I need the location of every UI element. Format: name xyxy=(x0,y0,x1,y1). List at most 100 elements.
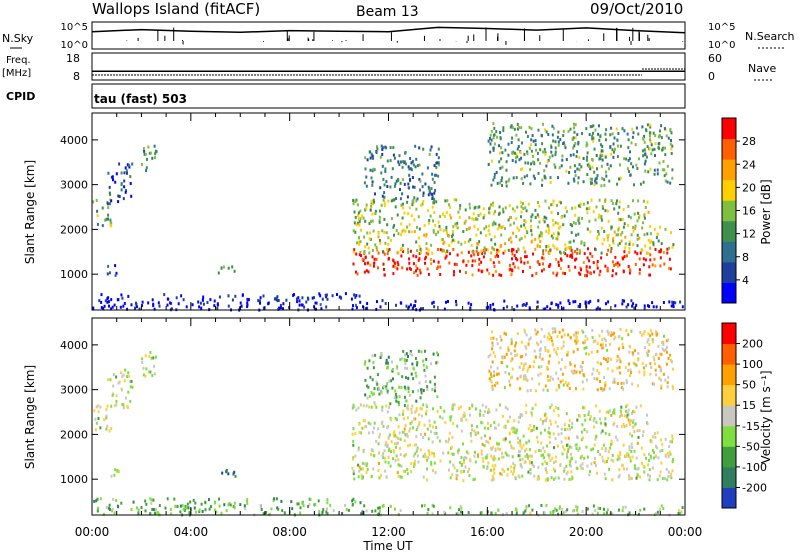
range-cell xyxy=(130,380,133,383)
range-cell xyxy=(666,164,669,168)
range-cell xyxy=(106,202,109,206)
range-cell xyxy=(129,182,132,185)
range-cell xyxy=(412,377,415,381)
range-cell xyxy=(426,467,428,471)
range-cell xyxy=(456,253,459,257)
range-cell xyxy=(433,375,436,379)
range-cell xyxy=(398,154,401,158)
range-cell xyxy=(537,128,540,132)
range-cell xyxy=(352,443,355,447)
range-cell xyxy=(598,409,601,413)
range-cell xyxy=(492,146,495,150)
range-cell xyxy=(123,179,126,183)
range-cell xyxy=(472,212,475,216)
range-cell xyxy=(649,253,652,257)
range-cell xyxy=(97,417,100,420)
range-cell xyxy=(407,212,410,216)
range-cell xyxy=(404,366,407,370)
range-cell xyxy=(504,370,507,374)
range-cell xyxy=(607,332,610,336)
range-cell xyxy=(462,456,465,460)
range-cell xyxy=(460,470,463,474)
range-cell xyxy=(417,236,420,240)
range-cell xyxy=(603,337,606,341)
range-cell xyxy=(646,422,649,426)
range-cell xyxy=(296,300,299,304)
range-cell xyxy=(569,460,572,464)
range-cell xyxy=(386,444,389,448)
range-cell xyxy=(602,206,604,210)
range-cell xyxy=(596,167,598,171)
range-cell xyxy=(523,377,526,381)
range-cell xyxy=(373,168,376,172)
range-cell xyxy=(100,293,103,297)
range-cell xyxy=(438,224,441,228)
range-cell xyxy=(571,224,574,228)
range-cell xyxy=(619,360,622,364)
range-cell xyxy=(634,362,637,366)
range-cell xyxy=(480,420,483,424)
y-tick-label: 1000 xyxy=(60,473,88,486)
range-cell xyxy=(667,470,670,474)
range-cell xyxy=(649,454,652,458)
range-cell xyxy=(392,153,395,157)
range-cell xyxy=(409,351,412,355)
range-cell xyxy=(531,428,534,432)
range-cell xyxy=(627,408,630,412)
power-x-axis xyxy=(91,113,686,310)
range-cell xyxy=(588,473,591,477)
range-cell xyxy=(613,150,615,154)
range-cell xyxy=(519,442,522,446)
range-cell xyxy=(510,240,513,244)
range-cell xyxy=(623,222,626,226)
range-cell xyxy=(537,449,540,452)
range-cell xyxy=(508,379,511,383)
range-cell xyxy=(124,190,127,194)
range-cell xyxy=(481,456,484,460)
range-cell xyxy=(571,206,574,210)
range-cell xyxy=(626,167,629,171)
range-cell xyxy=(581,361,584,364)
colorbar-tick-label: 28 xyxy=(742,135,756,148)
range-cell xyxy=(611,132,614,136)
range-cell xyxy=(428,423,431,427)
range-cell xyxy=(622,269,625,273)
velocity-ylabel: Slant Range [km] xyxy=(23,365,37,469)
range-cell xyxy=(627,204,630,208)
range-cell xyxy=(141,162,143,166)
range-cell xyxy=(592,131,594,135)
range-cell xyxy=(122,403,125,407)
range-cell xyxy=(446,231,448,235)
range-cell xyxy=(99,426,102,430)
range-cell xyxy=(620,386,623,390)
range-cell xyxy=(425,366,428,370)
range-cell xyxy=(594,437,597,441)
range-cell xyxy=(482,216,485,220)
range-cell xyxy=(246,498,249,501)
range-cell xyxy=(649,362,652,366)
x-tick-label: 12:00 xyxy=(371,525,406,539)
range-cell xyxy=(626,403,629,407)
range-cell xyxy=(635,363,638,367)
range-cell xyxy=(411,176,414,179)
range-cell xyxy=(548,435,551,439)
range-cell xyxy=(557,226,560,230)
range-cell xyxy=(566,254,569,258)
range-cell xyxy=(530,138,533,142)
range-cell xyxy=(634,143,637,147)
range-cell xyxy=(539,417,542,421)
range-cell xyxy=(496,135,499,139)
range-cell xyxy=(410,372,413,376)
range-cell xyxy=(623,250,626,254)
range-cell xyxy=(363,181,366,185)
range-cell xyxy=(564,509,567,513)
range-cell xyxy=(595,181,598,185)
range-cell xyxy=(465,263,468,267)
range-cell xyxy=(628,511,631,515)
range-cell xyxy=(563,144,566,148)
noise-line xyxy=(91,26,686,34)
range-cell xyxy=(498,144,500,148)
range-cell xyxy=(427,252,430,256)
range-cell xyxy=(544,460,547,464)
